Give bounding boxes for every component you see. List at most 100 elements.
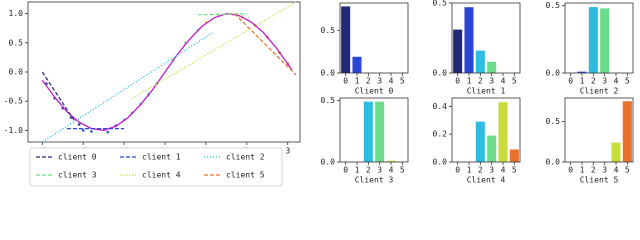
bar	[509, 149, 519, 162]
y-tick-label: 0.0	[433, 69, 448, 78]
bar	[622, 101, 632, 162]
fit-line	[234, 13, 297, 76]
fit-line	[41, 71, 76, 122]
x-tick-label: 3	[377, 166, 382, 175]
x-tick-label: 0	[343, 166, 348, 175]
x-tick-label: 3	[285, 147, 290, 156]
x-tick-label: 2	[366, 77, 371, 86]
x-tick-label: 4	[614, 77, 619, 86]
y-tick-label: 0.0	[546, 158, 561, 167]
panel-title: Client 5	[580, 176, 619, 185]
bar	[453, 29, 463, 74]
y-tick-label: 0.4	[433, 102, 448, 111]
x-tick-label: 0	[568, 166, 573, 175]
y-tick-label: 0.0	[433, 158, 448, 167]
x-tick-label: 3	[602, 166, 607, 175]
x-tick-label: 5	[400, 166, 405, 175]
plot-frame	[339, 97, 409, 163]
panel-title: Client 1	[467, 87, 506, 96]
y-tick-label: 0.2	[433, 130, 448, 139]
x-tick-label: 4	[501, 77, 506, 86]
x-tick-label: 5	[512, 166, 517, 175]
bar	[475, 121, 485, 162]
x-tick-label: 4	[389, 166, 394, 175]
x-tick-label: 1	[580, 77, 585, 86]
data-point	[69, 116, 73, 119]
x-tick-label: 3	[489, 166, 494, 175]
y-tick-label: 0.5	[546, 1, 561, 10]
legend-label: client 1	[142, 153, 181, 162]
y-tick-label: 0.0	[546, 69, 561, 78]
data-point	[106, 130, 110, 134]
bar	[588, 7, 598, 74]
x-tick-label: 2	[591, 166, 596, 175]
y-tick-label: 0.0	[321, 158, 336, 167]
bar	[386, 160, 396, 162]
x-tick-label: 1	[355, 166, 360, 175]
x-tick-label: 3	[602, 77, 607, 86]
legend-label: client 0	[58, 153, 97, 162]
x-tick-label: 1	[580, 166, 585, 175]
y-tick-label: 1.0	[9, 9, 24, 18]
x-tick-label: 0	[455, 77, 460, 86]
fit-line	[197, 13, 247, 16]
data-point	[81, 128, 85, 132]
bar	[487, 61, 497, 73]
bar	[577, 71, 587, 73]
x-tick-label: 5	[625, 166, 630, 175]
x-tick-label: 0	[343, 77, 348, 86]
bar	[498, 102, 508, 162]
bar	[600, 8, 610, 74]
bar	[475, 50, 485, 73]
x-tick-label: 1	[355, 77, 360, 86]
x-tick-label: 5	[625, 77, 630, 86]
plot-frame	[451, 97, 521, 163]
y-tick-label: 0.5	[433, 0, 448, 8]
y-tick-label: 0.5	[9, 38, 24, 47]
data-point	[89, 130, 93, 133]
panel-title: Client 3	[355, 176, 394, 185]
x-tick-label: 4	[501, 166, 506, 175]
x-tick-label: 4	[614, 166, 619, 175]
x-tick-label: 1	[467, 166, 472, 175]
plot-frame	[564, 2, 634, 74]
legend-label: client 2	[226, 153, 265, 162]
bar	[611, 142, 621, 162]
plot-frame	[564, 97, 634, 163]
bar	[352, 56, 362, 73]
x-tick-label: 5	[400, 77, 405, 86]
x-tick-label: 2	[366, 166, 371, 175]
fit-line	[41, 31, 215, 143]
legend-label: client 3	[58, 171, 97, 180]
y-tick-label: 0.0	[9, 68, 24, 77]
x-tick-label: 0	[455, 166, 460, 175]
x-tick-label: 3	[489, 77, 494, 86]
panel-title: Client 2	[580, 87, 619, 96]
y-tick-label: 0.5	[321, 96, 336, 105]
y-tick-label: 0.0	[321, 69, 336, 78]
y-tick-label: -1.0	[4, 126, 23, 135]
bar	[341, 6, 351, 73]
data-point	[77, 123, 81, 126]
bar	[464, 7, 474, 74]
plot-frame	[451, 2, 521, 74]
bar	[363, 101, 373, 162]
plot-frame	[339, 2, 409, 74]
x-tick-label: 2	[591, 77, 596, 86]
bar	[487, 135, 497, 162]
x-tick-label: 2	[478, 77, 483, 86]
y-tick-label: -0.5	[4, 97, 23, 106]
panel-title: Client 4	[467, 176, 506, 185]
x-tick-label: 3	[377, 77, 382, 86]
y-tick-label: 0.5	[321, 26, 336, 35]
x-tick-label: 2	[478, 166, 483, 175]
panel-title: Client 0	[355, 87, 394, 96]
x-tick-label: 4	[389, 77, 394, 86]
x-tick-label: 5	[512, 77, 517, 86]
legend-label: client 4	[142, 171, 181, 180]
legend-label: client 5	[226, 171, 265, 180]
true-curve	[41, 13, 293, 131]
x-tick-label: 1	[467, 77, 472, 86]
x-tick-label: 0	[568, 77, 573, 86]
